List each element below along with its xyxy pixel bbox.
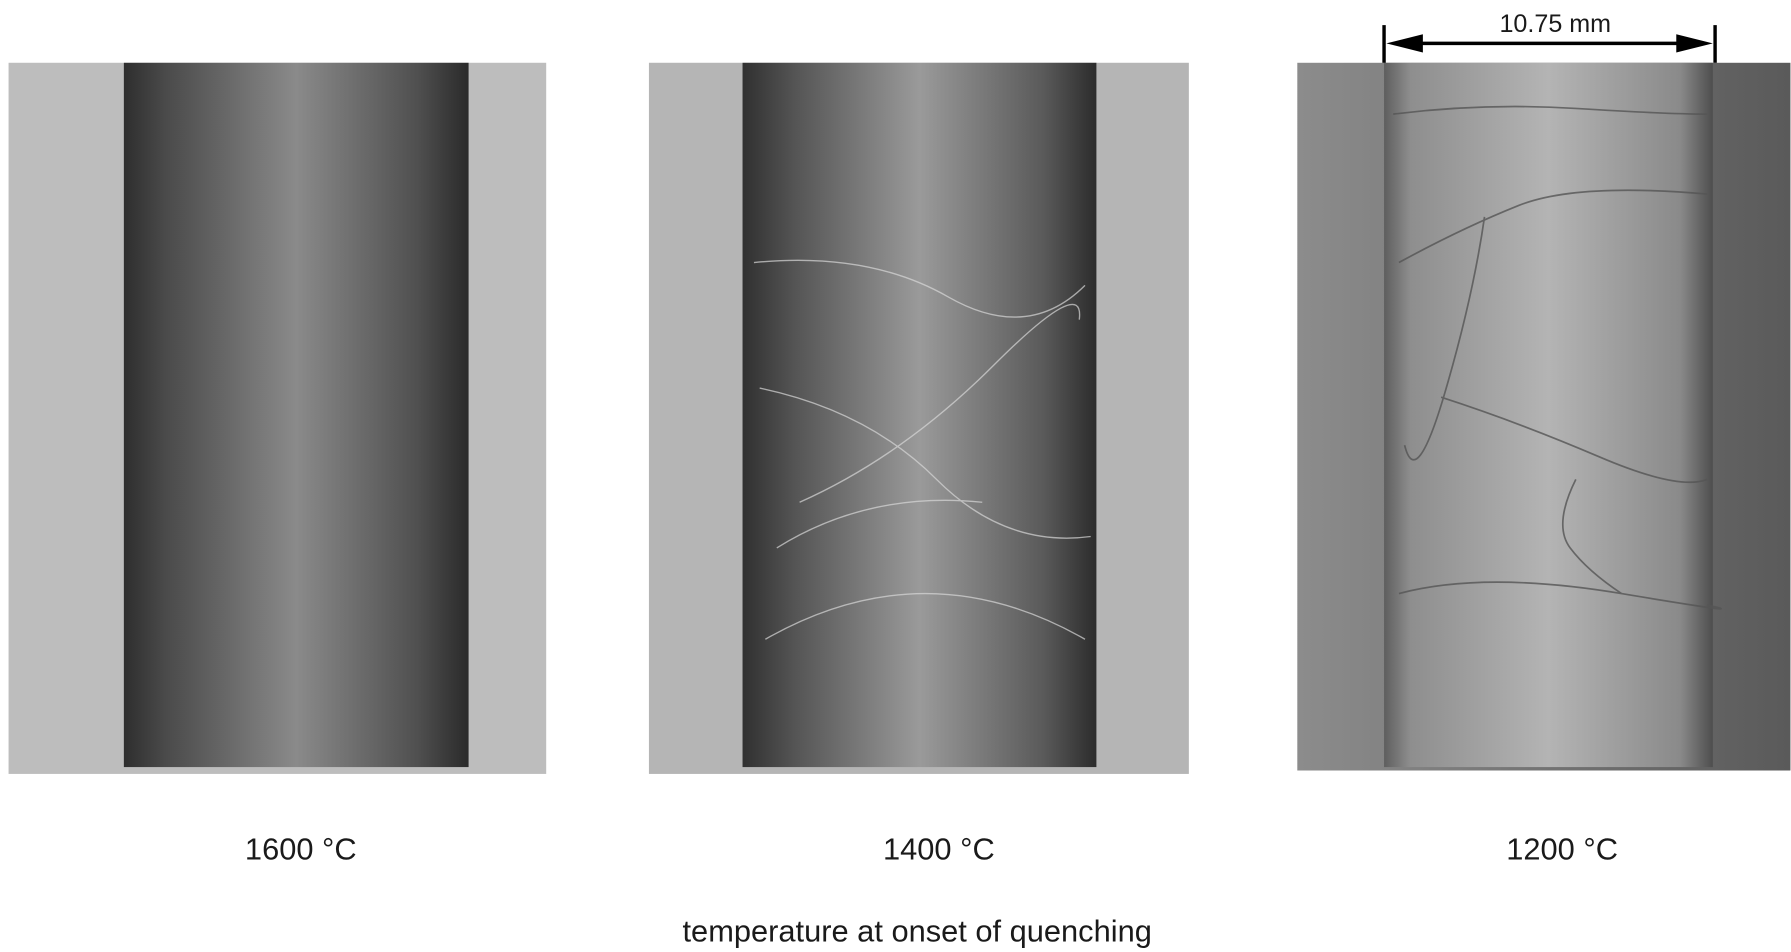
photo-1200	[1297, 62, 1791, 771]
panel-label: 1200 °C	[1506, 832, 1618, 867]
photo-1400	[648, 62, 1189, 774]
panel-label: 1400 °C	[883, 832, 995, 867]
scale-bar	[1382, 25, 1717, 63]
panel-label: 1600 °C	[245, 832, 357, 867]
scale-label: 10.75 mm	[1499, 10, 1611, 38]
photo-1600	[8, 62, 547, 774]
caption: temperature at onset of quenching	[683, 914, 1152, 949]
